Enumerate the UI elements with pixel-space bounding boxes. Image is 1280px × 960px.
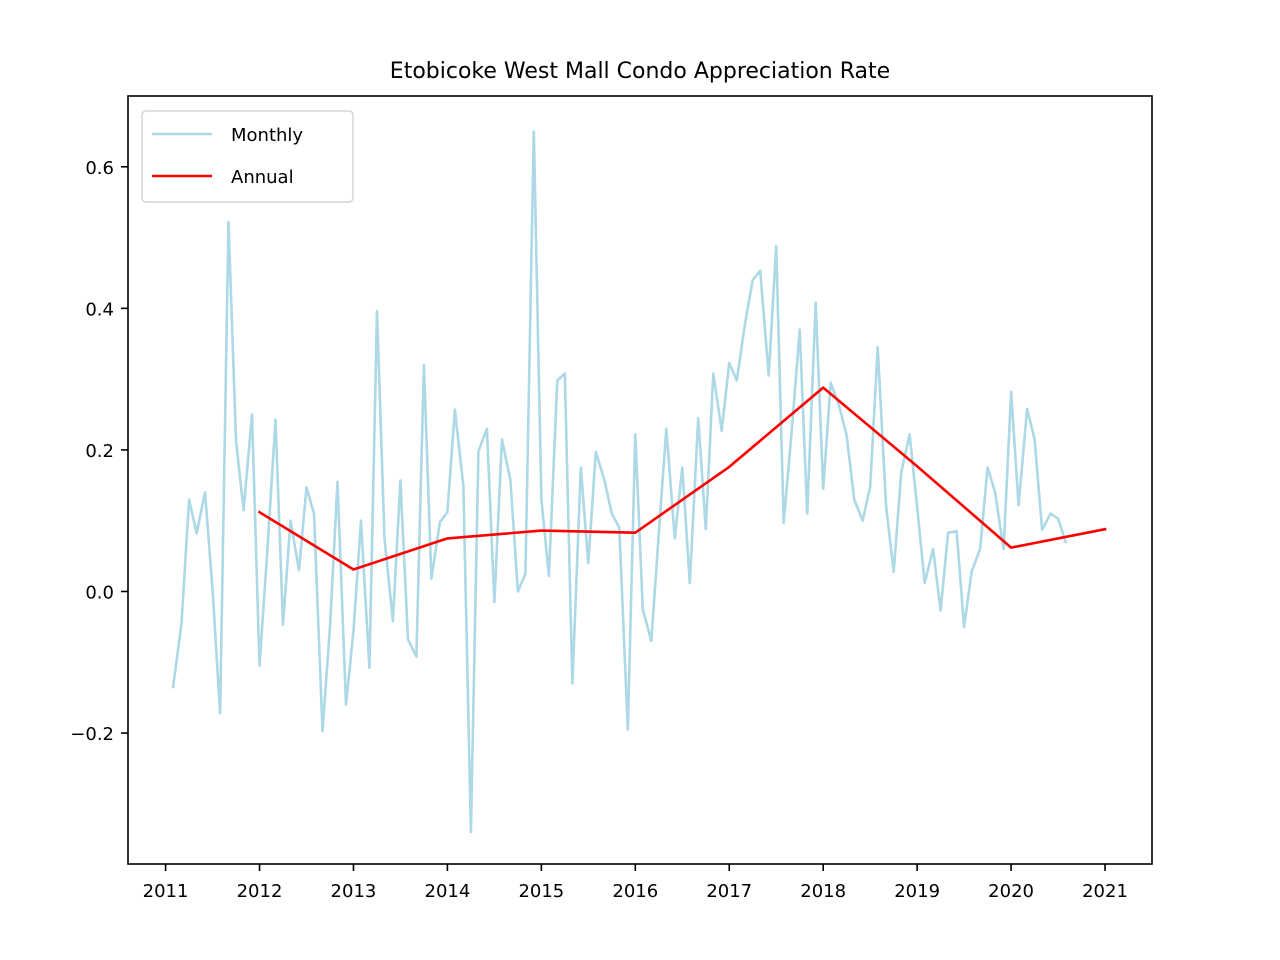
legend-label-monthly: Monthly xyxy=(231,125,303,146)
x-tick-label: 2015 xyxy=(518,881,564,902)
legend: Monthly Annual xyxy=(141,110,354,203)
series-line-annual xyxy=(257,386,1107,571)
x-tick-label: 2021 xyxy=(1082,881,1128,902)
legend-label-annual: Annual xyxy=(231,167,294,188)
x-tick-label: 2019 xyxy=(894,881,940,902)
x-tick-label: 2017 xyxy=(706,881,752,902)
chart-title: Etobicoke West Mall Condo Appreciation R… xyxy=(390,59,890,84)
y-tick-label: 0.2 xyxy=(85,441,114,462)
plot-area xyxy=(171,130,1107,834)
x-tick-label: 2016 xyxy=(612,881,658,902)
y-tick-label: 0.0 xyxy=(85,582,114,603)
y-axis: −0.2 0.0 0.2 0.4 0.6 xyxy=(70,158,128,745)
x-tick-label: 2012 xyxy=(237,881,283,902)
axes-frame xyxy=(127,95,1153,865)
y-tick-label: 0.6 xyxy=(85,158,114,179)
x-tick-label: 2013 xyxy=(331,881,377,902)
x-tick-label: 2020 xyxy=(988,881,1034,902)
series-line-monthly xyxy=(171,130,1068,834)
x-tick-label: 2014 xyxy=(425,881,471,902)
y-tick-label: 0.4 xyxy=(85,299,114,320)
y-tick-label: −0.2 xyxy=(70,724,114,745)
x-axis: 2011 2012 2013 2014 2015 2016 2017 2018 2019 2020… xyxy=(143,864,1128,902)
x-tick-label: 2011 xyxy=(143,881,189,902)
x-tick-label: 2018 xyxy=(800,881,846,902)
